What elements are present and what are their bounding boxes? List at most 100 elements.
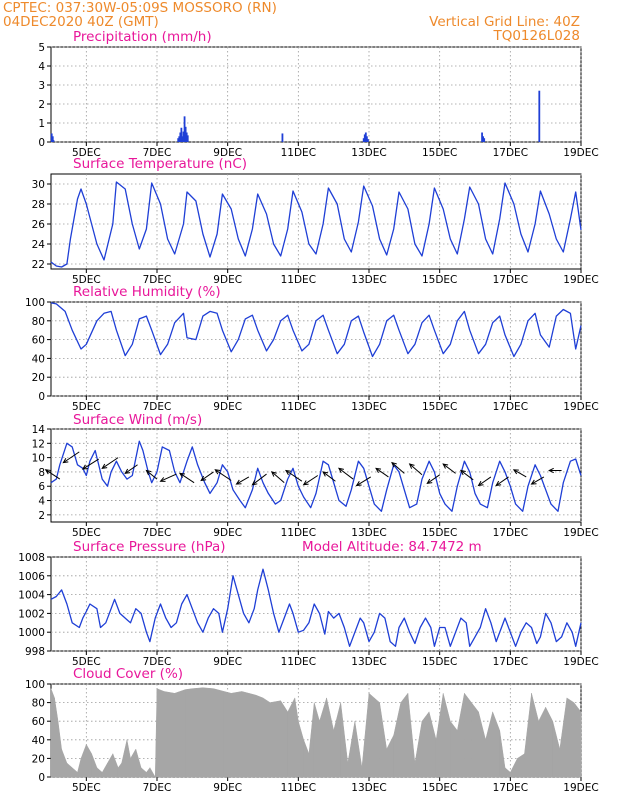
pressure-x-tick-label: 15DEC	[422, 656, 457, 668]
precipitation-bar	[182, 131, 185, 142]
cloud-cover-x-tick-label: 17DEC	[493, 782, 528, 794]
wind-arrow-head	[235, 479, 242, 485]
wind-arrow-head	[355, 481, 362, 487]
wind-arrow-head	[44, 469, 51, 475]
wind-arrow	[427, 474, 440, 484]
cloud-cover-bar	[130, 748, 137, 778]
cloud-cover-bar	[112, 753, 119, 778]
precipitation-bar	[179, 132, 182, 142]
precipitation-bar	[363, 134, 366, 142]
cloud-cover-bar	[457, 693, 465, 778]
cloud-cover-bar	[435, 693, 444, 778]
temperature-plot: 5DEC 7DEC 9DEC 11DEC 13DEC 15DEC 17DEC 19DEC 22 2…	[32, 173, 599, 286]
cloud-cover-bar	[552, 721, 561, 778]
precipitation-plot: 5DEC 7DEC 9DEC 11DEC 13DEC 15DEC 17DEC 19DEC 0 1 2…	[38, 42, 598, 159]
precipitation-bar	[482, 136, 485, 142]
humidity-x-tick-label: 19DEC	[563, 401, 598, 413]
pressure-x-tick-label: 17DEC	[493, 656, 528, 668]
wind-arrow	[409, 463, 423, 476]
cloud-cover-x-tick-label: 9DEC	[213, 782, 242, 794]
cloud-cover-bar	[50, 688, 55, 778]
wind-arrow	[124, 464, 138, 474]
wind-arrow	[303, 475, 319, 486]
wind-arrow	[215, 469, 232, 481]
cloud-cover-bar	[101, 762, 108, 778]
wind-y-tick-label: 4	[38, 496, 45, 508]
cloud-cover-x-tick-label: 15DEC	[422, 782, 457, 794]
humidity-panel: Relative Humidity (%) 5DEC 7DEC 9DEC 11DEC 1…	[25, 284, 599, 413]
precipitation-bar	[184, 126, 187, 142]
cloud-cover-bar	[421, 711, 430, 778]
wind-x-tick-label: 13DEC	[351, 527, 386, 539]
precipitation-x-tick-label: 7DEC	[143, 147, 172, 159]
wind-arrow	[460, 470, 474, 481]
precipitation-bar	[50, 133, 53, 142]
precipitation-bar	[183, 116, 186, 142]
cloud-cover-bar	[66, 762, 73, 778]
pressure-x-tick-label: 7DEC	[143, 656, 172, 668]
pressure-series-line	[50, 568, 582, 647]
wind-arrow-head	[426, 478, 433, 485]
cloud-cover-bar	[54, 697, 59, 778]
wind-arrow-head	[495, 480, 502, 487]
wind-arrow	[252, 473, 267, 486]
cloud-cover-bar	[538, 707, 546, 778]
precipitation-frame	[50, 46, 582, 143]
wind-arrow-head	[302, 480, 309, 486]
cloud-cover-bar	[86, 743, 92, 778]
precipitation-y-tick-label: 1	[38, 118, 45, 130]
precipitation-title: Precipitation (mm/h)	[73, 29, 212, 45]
precipitation-bar	[281, 133, 284, 142]
model-altitude-label: Model Altitude: 84.7472 m	[302, 539, 482, 555]
cloud-cover-bar	[471, 701, 479, 778]
wind-x-tick-label: 7DEC	[143, 527, 172, 539]
wind-arrow-head	[179, 472, 185, 478]
humidity-x-tick-label: 15DEC	[422, 401, 457, 413]
wind-arrow-head	[338, 467, 344, 474]
cloud-cover-y-tick-label: 80	[32, 698, 45, 710]
cloud-cover-bar	[524, 693, 532, 778]
precipitation-panel: Precipitation (mm/h) 5DEC 7DEC 9DEC 11DEC 13…	[38, 29, 598, 159]
temperature-frame	[50, 173, 582, 270]
wind-y-tick-label: 8	[38, 467, 45, 479]
temperature-y-tick-label: 30	[32, 179, 45, 191]
wind-arrow	[236, 476, 250, 485]
wind-y-tick-label: 2	[38, 510, 45, 522]
cloud-cover-bar	[163, 691, 175, 778]
cloud-cover-bar	[450, 720, 458, 778]
pressure-title: Surface Pressure (hPa)	[73, 539, 226, 555]
humidity-x-tick-label: 13DEC	[351, 401, 386, 413]
temperature-x-tick-label: 17DEC	[493, 274, 528, 286]
cloud-cover-bar	[407, 693, 416, 778]
wind-y-tick-label: 6	[38, 481, 45, 493]
cloud-cover-bar	[319, 697, 327, 778]
wind-y-tick-label: 12	[32, 438, 45, 450]
cloud-cover-bar	[287, 697, 296, 778]
cloud-cover-bar	[504, 767, 511, 778]
humidity-series-line	[50, 302, 582, 358]
precipitation-y-tick-label: 2	[38, 99, 45, 111]
cloud-cover-bar	[80, 744, 87, 778]
cloud-cover-bar	[347, 721, 356, 778]
pressure-y-tick-label: 1004	[18, 590, 45, 602]
humidity-x-tick-label: 7DEC	[143, 401, 172, 413]
cloud-cover-bar	[248, 692, 257, 778]
wind-arrow-head	[459, 469, 466, 476]
temperature-y-tick-label: 26	[32, 219, 46, 231]
pressure-y-tick-label: 1008	[18, 552, 45, 564]
precipitation-bar	[181, 136, 184, 142]
temperature-title: Surface Temperature (nC)	[73, 156, 247, 172]
header-model-id: TQ0126L028	[492, 28, 580, 44]
cloud-cover-y-tick-label: 40	[32, 735, 45, 747]
cloud-cover-x-tick-label: 7DEC	[143, 782, 172, 794]
header-station: CPTEC: 037:30W-05:09S MOSSORO (RN)	[3, 0, 277, 16]
cloud-cover-bar	[442, 693, 451, 778]
precipitation-y-tick-label: 5	[38, 42, 45, 54]
cloud-cover-bar	[294, 697, 299, 778]
cloud-cover-bar	[223, 691, 232, 778]
wind-arrow	[146, 470, 158, 480]
cloud-cover-bar	[428, 711, 437, 778]
precipitation-bar	[538, 90, 541, 142]
wind-arrow	[322, 471, 336, 482]
